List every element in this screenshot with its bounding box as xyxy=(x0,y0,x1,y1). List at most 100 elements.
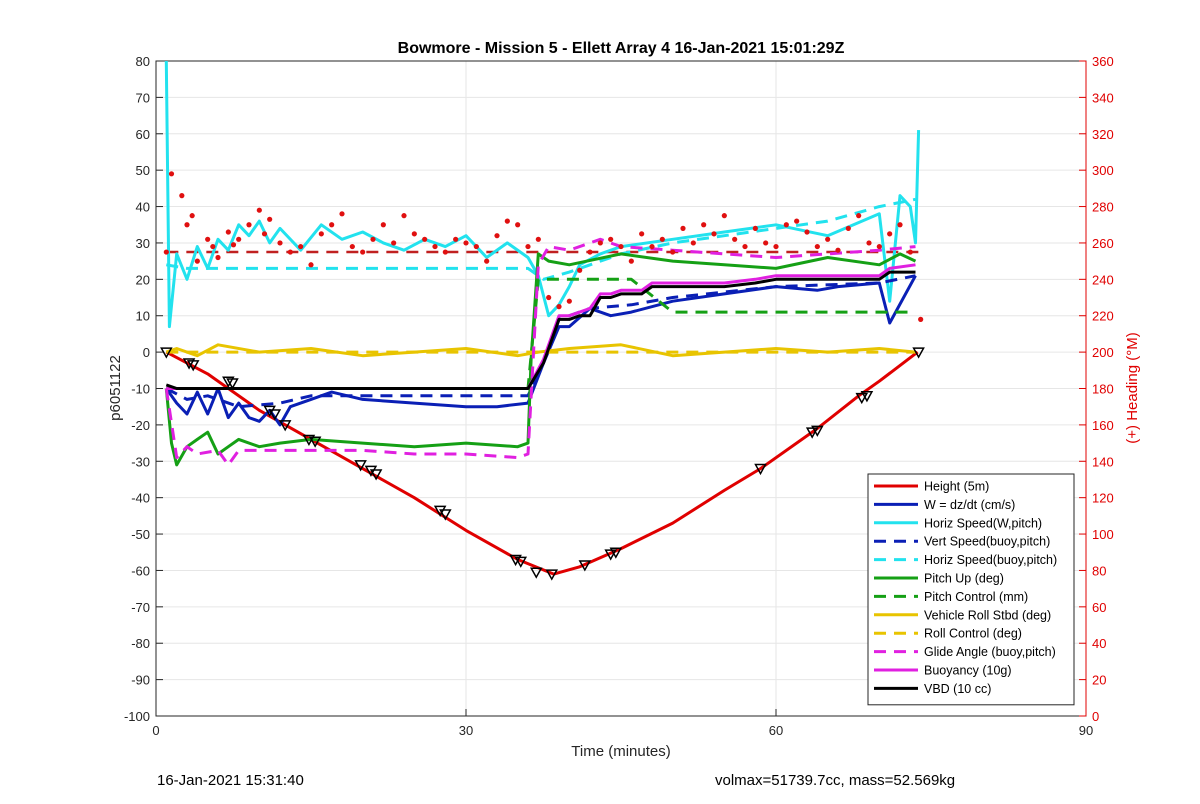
legend-entry: Horiz Speed(buoy,pitch) xyxy=(924,553,1057,567)
series-line-5 xyxy=(164,252,917,467)
heading-point xyxy=(897,222,903,228)
y2-tick-label: 200 xyxy=(1092,345,1114,360)
heading-point xyxy=(535,236,541,242)
heading-point xyxy=(701,222,707,228)
heading-point xyxy=(918,316,924,322)
heading-point xyxy=(721,213,727,219)
x-tick-label: 30 xyxy=(459,723,473,738)
heading-point xyxy=(391,240,397,246)
legend-entry: Glide Angle (buoy,pitch) xyxy=(924,645,1056,659)
heading-point xyxy=(308,262,314,268)
dive-marker xyxy=(222,376,235,388)
y-axis-label: p6051122 xyxy=(107,355,124,421)
x-tick-label: 0 xyxy=(152,723,159,738)
heading-point xyxy=(639,231,645,237)
dive-marker xyxy=(514,556,528,568)
heading-point xyxy=(732,236,738,242)
y2-tick-label: 20 xyxy=(1092,673,1106,688)
y2-tick-label: 100 xyxy=(1092,527,1114,542)
dive-marker xyxy=(912,347,925,359)
y-tick-label: -10 xyxy=(131,382,150,397)
y-tick-label: 70 xyxy=(136,90,150,105)
heading-point xyxy=(380,222,386,228)
heading-point xyxy=(618,243,624,250)
dive-marker xyxy=(364,465,378,477)
dive-marker xyxy=(308,436,322,448)
dive-marker xyxy=(369,469,383,481)
heading-point xyxy=(411,231,417,237)
heading-point xyxy=(794,218,800,224)
y-tick-label: -30 xyxy=(131,454,150,469)
dive-marker xyxy=(278,420,292,432)
y-tick-label: 30 xyxy=(136,236,150,251)
dive-marker xyxy=(855,392,869,405)
heading-point xyxy=(690,240,696,246)
series-line-7 xyxy=(165,343,916,358)
x-tick-label: 90 xyxy=(1079,723,1093,738)
heading-point xyxy=(825,236,831,242)
heading-point xyxy=(163,249,169,255)
legend: Height (5m) W = dz/dt (cm/s) Horiz Speed(W… xyxy=(867,473,1075,706)
dive-marker xyxy=(604,549,617,561)
footer-timestamp: 16-Jan-2021 15:31:40 xyxy=(157,772,304,789)
x-tick-label: 60 xyxy=(769,723,783,738)
dive-marker xyxy=(529,567,543,579)
heading-point xyxy=(659,236,665,242)
heading-point xyxy=(887,231,893,237)
heading-point xyxy=(189,213,195,219)
series-line-11 xyxy=(165,270,916,390)
heading-point xyxy=(236,236,242,242)
heading-point xyxy=(680,225,686,231)
heading-point xyxy=(494,233,500,239)
heading-point xyxy=(168,171,175,177)
y2-tick-label: 40 xyxy=(1092,636,1106,651)
legend-entry: Pitch Control (mm) xyxy=(924,590,1028,604)
heading-point xyxy=(267,216,273,222)
dive-marker xyxy=(578,560,592,572)
dive-marker xyxy=(186,360,200,372)
heading-point xyxy=(432,243,438,250)
y-tick-label: 0 xyxy=(143,345,150,360)
y2-tick-label: 80 xyxy=(1092,563,1106,578)
heading-point xyxy=(876,243,882,250)
heading-point xyxy=(246,222,252,228)
y-tick-label: 80 xyxy=(136,54,150,69)
dive-marker xyxy=(160,347,173,359)
heading-point xyxy=(835,247,841,253)
heading-point xyxy=(277,240,283,246)
y-tick-label: -90 xyxy=(131,673,150,688)
heading-point xyxy=(318,231,324,237)
y-tick-label: 10 xyxy=(136,309,150,324)
heading-point xyxy=(205,236,211,242)
heading-point xyxy=(287,249,293,255)
y2-tick-label: 180 xyxy=(1092,382,1114,397)
dive-marker xyxy=(805,427,819,439)
heading-point xyxy=(473,243,479,250)
legend-entry: Vehicle Roll Stbd (deg) xyxy=(924,608,1051,622)
heading-point xyxy=(194,258,200,264)
heading-point xyxy=(442,249,448,255)
dive-marker xyxy=(439,509,452,521)
y-tick-label: -100 xyxy=(124,709,150,724)
heading-point xyxy=(329,222,335,228)
y-tick-label: -20 xyxy=(131,418,150,433)
heading-point xyxy=(907,249,913,255)
heading-point xyxy=(773,243,779,250)
series-line-0 xyxy=(165,350,919,576)
heading-point xyxy=(597,240,603,246)
data-lines xyxy=(164,60,921,576)
heading-point xyxy=(370,236,376,242)
dive-marker xyxy=(226,378,239,390)
heading-point xyxy=(179,193,185,199)
heading-point xyxy=(422,236,428,242)
y-tick-label: -60 xyxy=(131,563,150,578)
heading-point xyxy=(628,258,634,264)
heading-point xyxy=(577,267,583,273)
y2-tick-label: 300 xyxy=(1092,163,1114,178)
heading-point xyxy=(804,229,810,235)
series-line-6 xyxy=(166,277,916,390)
series-line-3 xyxy=(165,274,916,409)
heading-point xyxy=(670,249,676,255)
heading-point xyxy=(230,242,237,248)
